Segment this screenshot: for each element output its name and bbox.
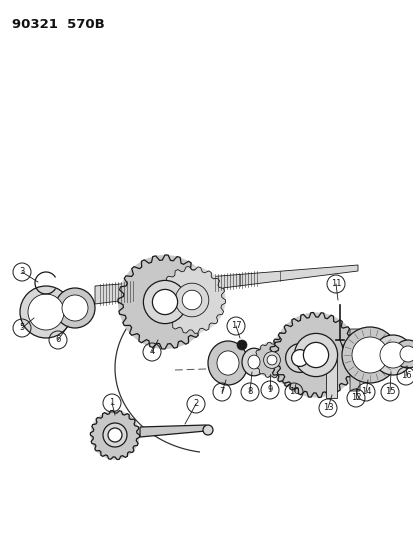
Text: 5: 5 bbox=[19, 324, 24, 333]
Text: 6: 6 bbox=[55, 335, 61, 344]
Circle shape bbox=[143, 280, 186, 324]
Text: 17: 17 bbox=[230, 321, 241, 330]
Circle shape bbox=[399, 346, 413, 362]
Circle shape bbox=[294, 334, 337, 377]
Text: 11: 11 bbox=[330, 279, 340, 288]
Circle shape bbox=[266, 355, 276, 365]
Circle shape bbox=[182, 290, 201, 310]
Circle shape bbox=[303, 342, 328, 368]
Text: 4: 4 bbox=[149, 348, 154, 357]
Polygon shape bbox=[90, 410, 139, 459]
Circle shape bbox=[103, 423, 127, 447]
Circle shape bbox=[236, 340, 247, 350]
Text: 13: 13 bbox=[322, 403, 332, 413]
Text: 2: 2 bbox=[193, 400, 198, 408]
Circle shape bbox=[291, 350, 308, 366]
Polygon shape bbox=[140, 425, 206, 437]
FancyBboxPatch shape bbox=[326, 354, 337, 399]
Text: 8: 8 bbox=[247, 387, 252, 397]
Circle shape bbox=[28, 294, 64, 330]
Text: 1: 1 bbox=[109, 399, 114, 408]
Circle shape bbox=[118, 255, 211, 349]
Circle shape bbox=[55, 288, 95, 328]
Polygon shape bbox=[95, 265, 357, 304]
Circle shape bbox=[273, 312, 358, 398]
Circle shape bbox=[152, 289, 177, 314]
Circle shape bbox=[379, 342, 405, 368]
Text: 16: 16 bbox=[400, 372, 411, 381]
Circle shape bbox=[372, 335, 412, 375]
Text: 9: 9 bbox=[267, 385, 272, 394]
Circle shape bbox=[62, 295, 88, 321]
Circle shape bbox=[20, 286, 72, 338]
Text: 12: 12 bbox=[350, 393, 361, 402]
Circle shape bbox=[254, 342, 289, 378]
Text: 15: 15 bbox=[384, 387, 394, 397]
Circle shape bbox=[393, 340, 413, 368]
Text: 10: 10 bbox=[288, 387, 299, 397]
Circle shape bbox=[263, 352, 280, 368]
Text: 7: 7 bbox=[219, 387, 224, 397]
Ellipse shape bbox=[202, 425, 212, 435]
Polygon shape bbox=[254, 342, 289, 378]
Circle shape bbox=[351, 337, 387, 373]
Circle shape bbox=[175, 283, 208, 317]
Text: 3: 3 bbox=[19, 268, 25, 277]
Circle shape bbox=[285, 344, 313, 373]
Ellipse shape bbox=[216, 351, 238, 375]
Circle shape bbox=[341, 327, 397, 383]
Circle shape bbox=[158, 266, 225, 334]
Polygon shape bbox=[273, 312, 358, 398]
Circle shape bbox=[268, 327, 330, 390]
Ellipse shape bbox=[247, 355, 259, 369]
Polygon shape bbox=[268, 327, 330, 389]
Ellipse shape bbox=[242, 348, 266, 376]
Circle shape bbox=[90, 410, 139, 459]
Text: 14: 14 bbox=[360, 387, 370, 397]
Polygon shape bbox=[158, 266, 225, 334]
Circle shape bbox=[108, 428, 122, 442]
Text: 90321  570B: 90321 570B bbox=[12, 18, 104, 31]
FancyBboxPatch shape bbox=[349, 329, 359, 391]
Polygon shape bbox=[118, 255, 211, 349]
Ellipse shape bbox=[207, 341, 247, 385]
